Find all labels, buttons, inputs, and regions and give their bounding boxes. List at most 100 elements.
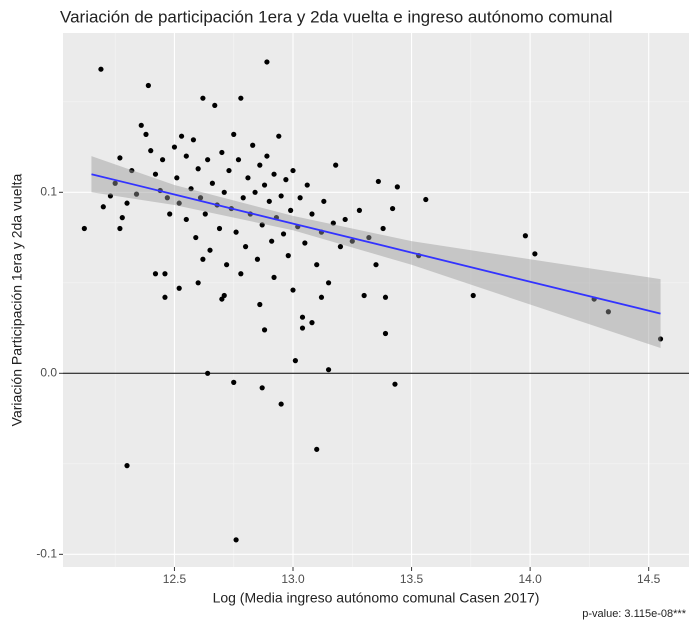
point: [164, 195, 170, 201]
point: [392, 381, 398, 387]
point: [117, 155, 123, 161]
point: [532, 251, 538, 257]
point: [375, 178, 381, 185]
point: [205, 370, 211, 376]
point: [178, 133, 185, 139]
point: [266, 198, 272, 204]
point: [330, 220, 336, 226]
point: [302, 240, 308, 246]
point: [342, 216, 348, 223]
point: [290, 167, 296, 174]
x-tick-label: 14.5: [637, 572, 661, 586]
point: [81, 225, 87, 232]
point: [145, 82, 151, 89]
y-tick-label: 0.0: [40, 365, 57, 379]
point: [202, 211, 208, 217]
point: [349, 238, 355, 244]
point: [297, 195, 303, 201]
point: [133, 191, 140, 197]
point: [276, 133, 282, 139]
point: [325, 280, 332, 286]
point: [231, 379, 237, 385]
point: [107, 193, 114, 199]
y-axis-label: Variación Participación 1era y 2da vuelt…: [9, 173, 25, 426]
point: [299, 325, 306, 331]
point: [261, 182, 268, 188]
point: [209, 180, 215, 186]
point: [152, 171, 159, 177]
point: [183, 153, 189, 159]
point: [337, 244, 344, 250]
point: [171, 144, 178, 150]
point: [124, 463, 130, 469]
point: [200, 256, 206, 262]
point: [299, 314, 306, 320]
point: [224, 262, 230, 268]
point: [148, 148, 154, 154]
point: [261, 327, 268, 333]
point: [264, 153, 270, 159]
point: [290, 287, 296, 293]
confidence-band: [91, 156, 661, 348]
point: [197, 195, 204, 201]
point: [254, 256, 261, 262]
point: [522, 233, 528, 239]
point: [205, 157, 211, 163]
point: [283, 177, 289, 183]
point: [264, 59, 270, 65]
point: [470, 292, 476, 299]
point: [112, 180, 118, 186]
point: [162, 294, 168, 300]
point: [269, 238, 275, 244]
point: [188, 186, 194, 192]
x-axis-label: Log (Media ingreso autónomo comunal Case…: [213, 590, 540, 606]
point: [238, 271, 244, 277]
point: [394, 184, 400, 190]
x-tick-label: 12.5: [163, 572, 187, 586]
point: [176, 285, 182, 291]
point: [257, 162, 263, 168]
point: [321, 198, 327, 204]
point: [259, 385, 265, 391]
point: [373, 262, 379, 268]
plot-panel: [63, 33, 689, 567]
point: [235, 157, 242, 163]
point: [245, 175, 251, 181]
y-tick-label: -0.1: [36, 547, 57, 561]
point: [325, 367, 332, 373]
point: [389, 205, 396, 212]
point: [129, 167, 135, 174]
point: [304, 182, 310, 188]
point: [288, 207, 294, 213]
point: [119, 215, 125, 221]
point: [219, 149, 225, 156]
chart-title: Variación de participación 1era y 2da vu…: [60, 7, 613, 26]
point: [252, 189, 258, 195]
point: [221, 189, 227, 195]
point: [280, 231, 287, 237]
point: [314, 446, 320, 452]
point: [423, 196, 429, 203]
point: [226, 167, 232, 174]
x-tick-label: 13.0: [281, 572, 305, 586]
point: [100, 204, 106, 210]
point: [242, 244, 249, 250]
y-tick-label: 0.1: [40, 184, 57, 198]
point: [159, 157, 166, 163]
point: [193, 234, 199, 241]
point: [124, 200, 130, 206]
point: [278, 193, 284, 199]
point: [216, 225, 223, 232]
point: [183, 216, 189, 223]
point: [200, 95, 206, 101]
point: [162, 271, 168, 277]
point: [207, 247, 213, 253]
point: [382, 330, 389, 337]
point: [309, 320, 315, 326]
point: [333, 162, 339, 168]
point: [219, 296, 225, 302]
point: [190, 137, 197, 143]
point: [356, 207, 363, 213]
point: [361, 292, 367, 299]
